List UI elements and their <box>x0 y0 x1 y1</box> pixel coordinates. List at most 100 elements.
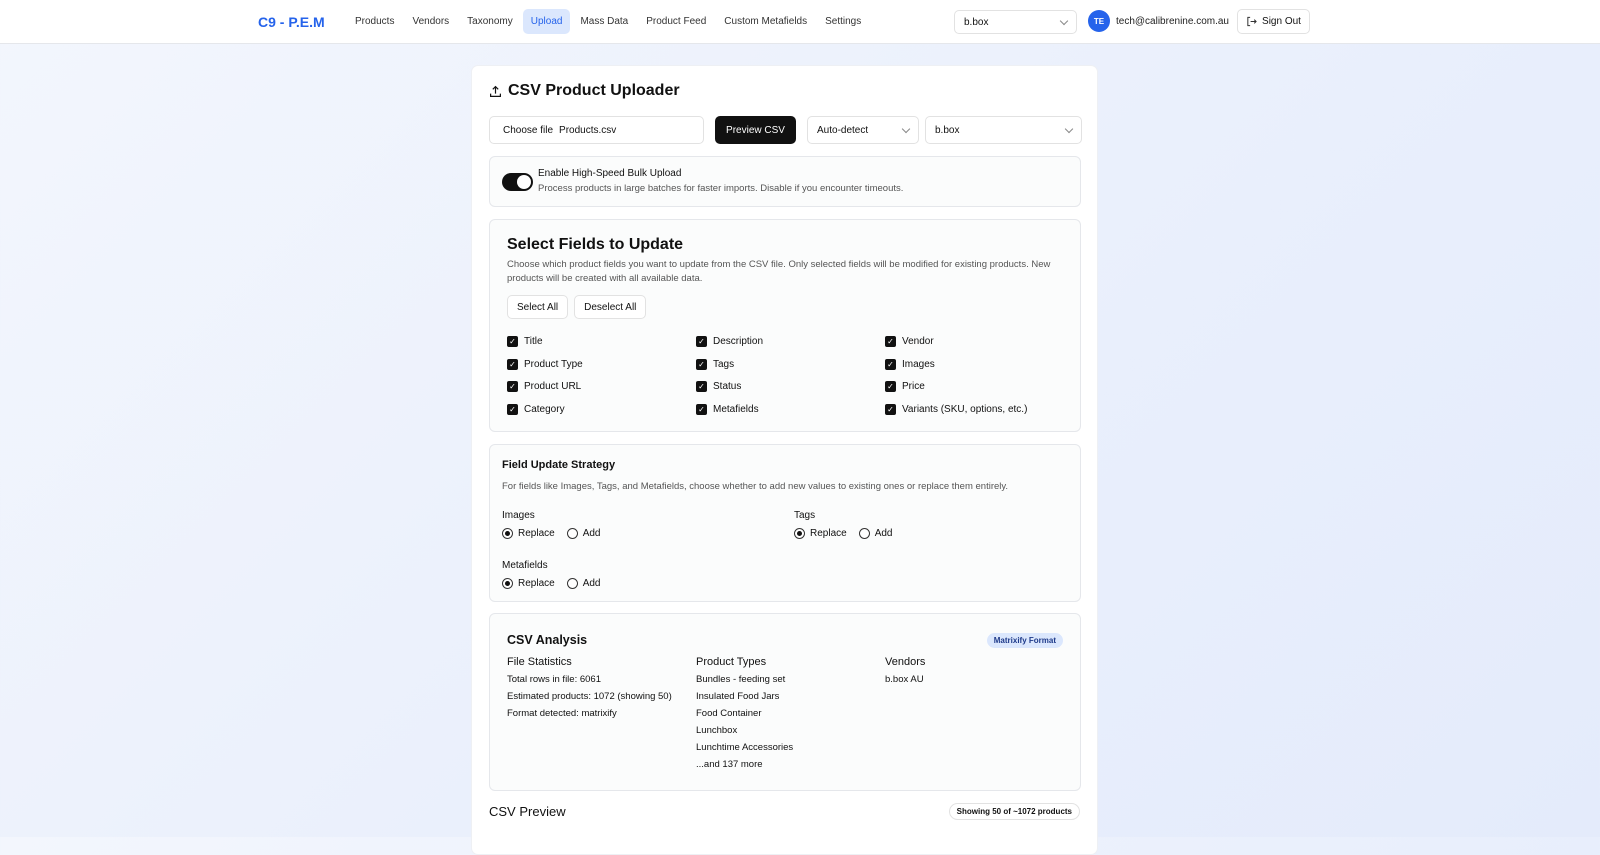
checkbox-checked-icon[interactable]: ✓ <box>507 381 518 393</box>
select-fields-description: Choose which product fields you want to … <box>507 259 1051 284</box>
field-checkbox[interactable]: ✓ Description <box>696 335 885 349</box>
field-checkbox[interactable]: ✓ Variants (SKU, options, etc.) <box>885 403 1074 417</box>
bulk-upload-panel: Enable High-Speed Bulk Upload Process pr… <box>489 156 1081 207</box>
bulk-upload-description: Process products in large batches for fa… <box>538 183 904 194</box>
nav-settings[interactable]: Settings <box>825 16 862 27</box>
choose-file-button[interactable]: Choose file <box>503 124 554 136</box>
product-type-item: Insulated Food Jars <box>696 691 780 702</box>
format-badge: Matrixify Format <box>986 633 1063 648</box>
radio-add[interactable]: Add <box>858 528 893 539</box>
preview-csv-button[interactable]: Preview CSV <box>715 116 796 144</box>
checkbox-checked-icon[interactable]: ✓ <box>885 381 896 393</box>
radio-icon[interactable] <box>566 578 578 589</box>
store-select-upload[interactable]: b.box <box>925 116 1082 144</box>
nav-vendors[interactable]: Vendors <box>412 16 450 27</box>
nav-custom-metafields[interactable]: Custom Metafields <box>724 16 808 27</box>
field-checkbox[interactable]: ✓ Price <box>885 380 1074 394</box>
radio-replace[interactable]: Replace <box>502 528 555 539</box>
field-label: Metafields <box>713 403 759 415</box>
strategy-group-label: Metafields <box>502 560 548 571</box>
field-checkbox[interactable]: ✓ Product Type <box>507 358 696 372</box>
checkbox-checked-icon[interactable]: ✓ <box>507 336 518 348</box>
format-select-value: Auto-detect <box>817 124 869 136</box>
field-checkbox[interactable]: ✓ Status <box>696 380 885 394</box>
product-type-item: Bundles - feeding set <box>696 674 786 685</box>
vendors: Vendors b.box AU <box>885 655 925 773</box>
stat-line: Estimated products: 1072 (showing 50) <box>507 691 672 702</box>
strategy-group-label: Tags <box>794 510 816 521</box>
field-checkbox[interactable]: ✓ Title <box>507 335 696 349</box>
field-checkbox[interactable]: ✓ Product URL <box>507 380 696 394</box>
nav-products[interactable]: Products <box>355 16 395 27</box>
radio-icon[interactable] <box>794 528 805 539</box>
checkbox-checked-icon[interactable]: ✓ <box>507 403 518 415</box>
format-select[interactable]: Auto-detect <box>807 116 919 144</box>
field-checkbox[interactable]: ✓ Vendor <box>885 335 1074 349</box>
nav-upload[interactable]: Upload <box>522 9 571 34</box>
preview-count-badge: Showing 50 of ~1072 products <box>948 803 1080 820</box>
store-select[interactable]: b.box <box>954 10 1077 34</box>
field-label: Product Type <box>524 358 583 370</box>
checkbox-checked-icon[interactable]: ✓ <box>696 403 707 415</box>
radio-replace[interactable]: Replace <box>794 528 847 539</box>
vendors-heading: Vendors <box>885 656 926 668</box>
radio-add[interactable]: Add <box>566 578 601 589</box>
field-label: Images <box>902 358 935 370</box>
field-label: Title <box>524 336 543 348</box>
field-checkbox[interactable]: ✓ Tags <box>696 358 885 372</box>
checkbox-checked-icon[interactable]: ✓ <box>696 381 707 393</box>
checkbox-checked-icon[interactable]: ✓ <box>507 358 518 370</box>
product-type-item: Lunchtime Accessories <box>696 742 794 753</box>
field-checkbox[interactable]: ✓ Category <box>507 403 696 417</box>
logo[interactable]: C9 - P.E.M <box>258 14 325 30</box>
field-label: Description <box>713 336 764 348</box>
field-label: Status <box>713 381 742 393</box>
strategy-panel: Field Update Strategy For fields like Im… <box>489 444 1081 602</box>
top-nav: C9 - P.E.M Products Vendors Taxonomy Upl… <box>0 0 1600 44</box>
radio-icon[interactable] <box>566 528 578 539</box>
select-all-button[interactable]: Select All <box>507 295 569 319</box>
radio-add[interactable]: Add <box>566 528 601 539</box>
deselect-all-button[interactable]: Deselect All <box>574 295 647 319</box>
select-buttons: Select All Deselect All <box>507 295 1063 319</box>
radio-label: Add <box>874 528 893 539</box>
field-label: Product URL <box>524 381 582 393</box>
nav-mass-data[interactable]: Mass Data <box>580 16 629 27</box>
bulk-upload-toggle[interactable] <box>502 173 533 191</box>
file-input[interactable]: Choose file Products.csv <box>489 116 704 144</box>
checkbox-checked-icon[interactable]: ✓ <box>696 336 707 348</box>
checkbox-checked-icon[interactable]: ✓ <box>885 336 896 348</box>
field-checkbox[interactable]: ✓ Images <box>885 358 1074 372</box>
nav-taxonomy[interactable]: Taxonomy <box>467 16 513 27</box>
radio-label: Replace <box>518 528 555 539</box>
product-type-more: ...and 137 more <box>696 759 763 770</box>
sign-out-button[interactable]: Sign Out <box>1237 9 1310 34</box>
chevron-down-icon <box>1059 16 1069 25</box>
csv-analysis-panel: CSV Analysis Matrixify Format File Stati… <box>489 613 1081 791</box>
chevron-down-icon <box>1064 124 1074 133</box>
radio-label: Add <box>582 578 601 589</box>
checkbox-checked-icon[interactable]: ✓ <box>696 358 707 370</box>
avatar[interactable]: TE <box>1088 10 1110 32</box>
radio-icon[interactable] <box>502 578 513 589</box>
upload-controls: Choose file Products.csv Preview CSV Auto… <box>489 116 1082 144</box>
title-text: CSV Product Uploader <box>508 82 680 99</box>
checkbox-checked-icon[interactable]: ✓ <box>885 403 896 415</box>
page-title: CSV Product Uploader <box>489 82 680 100</box>
stat-line: Format detected: matrixify <box>507 708 617 719</box>
nav-product-feed[interactable]: Product Feed <box>646 16 707 27</box>
radio-label: Replace <box>518 578 555 589</box>
select-fields-title: Select Fields to Update <box>507 236 684 253</box>
radio-replace[interactable]: Replace <box>502 578 555 589</box>
strategy-group-label: Images <box>502 510 535 521</box>
radio-icon[interactable] <box>502 528 513 539</box>
radio-icon[interactable] <box>858 528 870 539</box>
product-types-heading: Product Types <box>696 656 767 668</box>
checkbox-checked-icon[interactable]: ✓ <box>885 358 896 370</box>
radio-label: Add <box>582 528 601 539</box>
upload-icon <box>490 85 501 97</box>
strategy-group: Metafields Replace Add <box>502 560 613 589</box>
file-name: Products.csv <box>559 124 617 136</box>
sign-out-icon <box>1247 16 1257 27</box>
field-checkbox[interactable]: ✓ Metafields <box>696 403 885 417</box>
